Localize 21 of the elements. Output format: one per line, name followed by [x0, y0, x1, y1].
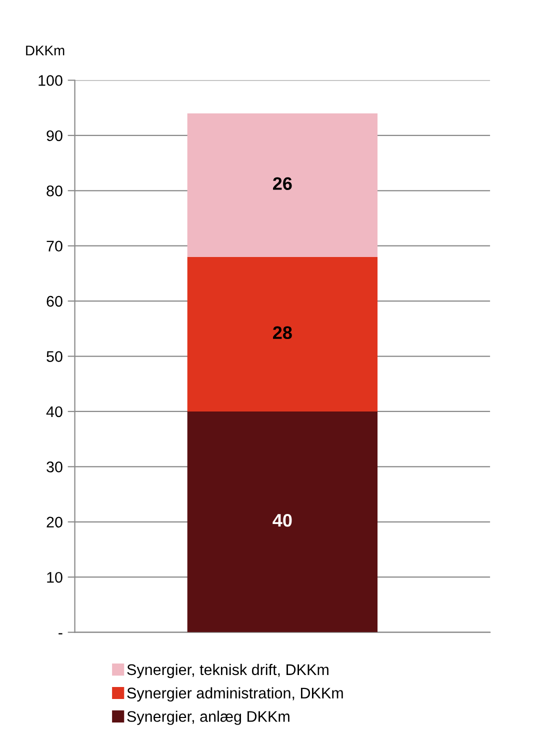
- bar: [187, 411, 378, 632]
- y-tick-label: -: [58, 633, 62, 634]
- y-tick-label: 50: [46, 351, 62, 362]
- y-tick-label: 60: [46, 296, 62, 307]
- legend-label: Synergier, anlæg DKKm: [127, 710, 290, 725]
- bar: [187, 113, 378, 257]
- y-tick-label: 100: [38, 75, 62, 86]
- y-tick-label: 20: [46, 516, 62, 528]
- y-tick-label: 40: [46, 406, 62, 418]
- y-tick-label: 10: [47, 572, 62, 583]
- y-tick-label: 30: [46, 462, 62, 472]
- y-tick-label: 90: [46, 130, 62, 142]
- bar: [187, 256, 378, 412]
- y-tick-label: 80: [46, 186, 62, 196]
- data-label: 28: [273, 326, 292, 340]
- legend-label: Synergier, teknisk drift, DKKm: [127, 664, 328, 678]
- data-label: 26: [273, 177, 292, 190]
- y-tick-label: 70: [46, 240, 62, 252]
- y-axis-title: DKKm: [26, 46, 64, 56]
- data-label: 40: [272, 514, 292, 527]
- legend-label: Synergier administration, DKKm: [127, 687, 343, 702]
